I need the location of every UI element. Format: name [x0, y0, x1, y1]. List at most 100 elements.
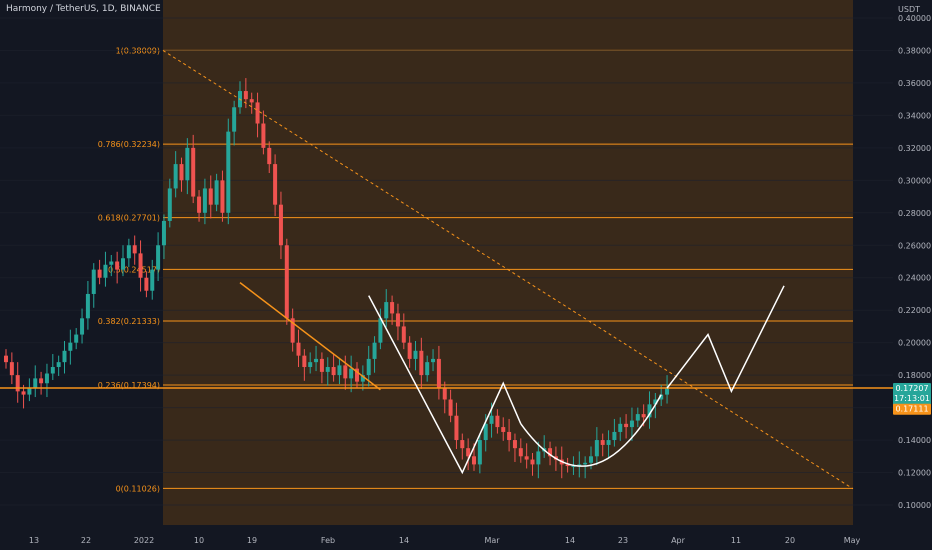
candle-body: [138, 253, 143, 278]
candle-body: [431, 358, 436, 363]
candle-body: [635, 414, 640, 421]
candle-body: [85, 293, 90, 319]
time-tick-label: 23: [618, 536, 628, 545]
time-tick-label: 14: [399, 536, 409, 545]
candle-body: [606, 440, 611, 445]
projection-path: [666, 285, 785, 394]
candle-body: [202, 188, 207, 213]
price-tick-label: 0.24000: [898, 274, 931, 283]
candle-body: [419, 350, 424, 376]
time-axis-bg: [0, 525, 932, 550]
time-tick-label: Feb: [321, 536, 335, 545]
candle-body: [97, 269, 102, 278]
candle-body: [27, 388, 32, 395]
candle-body: [442, 388, 447, 400]
candle-body: [518, 448, 523, 457]
price-axis-bg: [893, 0, 932, 550]
candle-body: [173, 164, 178, 189]
candle-body: [460, 440, 465, 449]
candle-body: [144, 277, 149, 291]
candle-body: [179, 164, 184, 181]
candle-body: [489, 415, 494, 424]
pattern-path: [368, 295, 522, 475]
candle-body: [325, 367, 330, 372]
candle-body: [618, 423, 623, 432]
time-tick-label: 22: [81, 536, 91, 545]
candle-body: [372, 342, 377, 359]
candle-body: [548, 448, 553, 457]
cup-curve: [520, 394, 662, 467]
candle-body: [665, 388, 670, 395]
candle-body: [355, 368, 359, 382]
candle-body: [647, 404, 652, 418]
price-tick-label: 0.18000: [898, 371, 931, 380]
fibonacci-retracement: 1(0.38009)0.786(0.32234)0.618(0.27701)0.…: [98, 0, 853, 525]
candle-body: [197, 196, 202, 213]
price-tick-label: 0.40000: [898, 14, 931, 23]
candle-body: [278, 204, 283, 246]
candle-body: [156, 245, 161, 270]
grid: [0, 17, 893, 506]
candle-body: [243, 91, 248, 100]
candle-body: [109, 261, 114, 265]
candle-body: [208, 188, 213, 205]
time-tick-label: Apr: [671, 536, 686, 545]
time-tick-label: 20: [785, 536, 795, 545]
candle-body: [44, 373, 49, 384]
candle-body: [349, 368, 354, 379]
candle-body: [161, 220, 166, 246]
candle-body: [132, 245, 137, 254]
candle-body: [612, 431, 617, 441]
fib-label: 0.236(0.17394): [98, 381, 160, 390]
candle-body: [68, 342, 73, 351]
price-tick-label: 0.28000: [898, 209, 931, 218]
candle-body: [343, 365, 348, 379]
candle-body: [589, 456, 593, 463]
candle-body: [577, 464, 582, 467]
candle-body: [226, 131, 231, 213]
candle-body: [495, 415, 500, 428]
candle-body: [507, 431, 512, 441]
candle-body: [524, 456, 529, 460]
candle-body: [536, 451, 541, 465]
price-tick-label: 0.32000: [898, 144, 931, 153]
candle-body: [150, 269, 155, 291]
candle-body: [425, 362, 430, 376]
candle-body: [33, 378, 38, 389]
candle-body: [121, 258, 125, 270]
candle-body: [594, 440, 599, 457]
candle-body: [103, 264, 108, 278]
candle-body: [565, 464, 570, 467]
chart-title: Harmony / TetherUS, 1D, BINANCE: [6, 4, 161, 14]
candle-body: [331, 367, 336, 376]
candle-body: [167, 188, 172, 221]
candle-body: [477, 440, 482, 465]
candle-body: [314, 358, 319, 363]
candle-body: [641, 414, 646, 418]
candle-body: [530, 459, 535, 465]
candle-body: [454, 415, 459, 441]
descending-trendline: [239, 282, 381, 391]
candle-body: [232, 107, 237, 132]
drawings: [0, 50, 893, 490]
price-tick-label: 0.12000: [898, 469, 931, 478]
currency-label: USDT: [898, 5, 920, 14]
fib-label: 0.382(0.21333): [98, 317, 160, 326]
candle-body: [302, 355, 307, 368]
candle-body: [39, 378, 44, 384]
price-badge-value: 0.17207: [895, 384, 928, 393]
candle-body: [214, 180, 219, 205]
price-tick-label: 0.20000: [898, 339, 931, 348]
dashed-trendline: [162, 50, 854, 490]
candle-body: [267, 147, 272, 165]
price-tick-label: 0.10000: [898, 501, 931, 510]
price-tick-label: 0.34000: [898, 111, 931, 120]
time-tick-label: Mar: [484, 536, 500, 545]
time-tick-label: 2022: [134, 536, 154, 545]
candle-body: [472, 456, 476, 465]
candle-body: [284, 245, 289, 319]
candle-body: [407, 342, 412, 359]
time-tick-label: 13: [29, 536, 39, 545]
candle-body: [466, 448, 471, 457]
